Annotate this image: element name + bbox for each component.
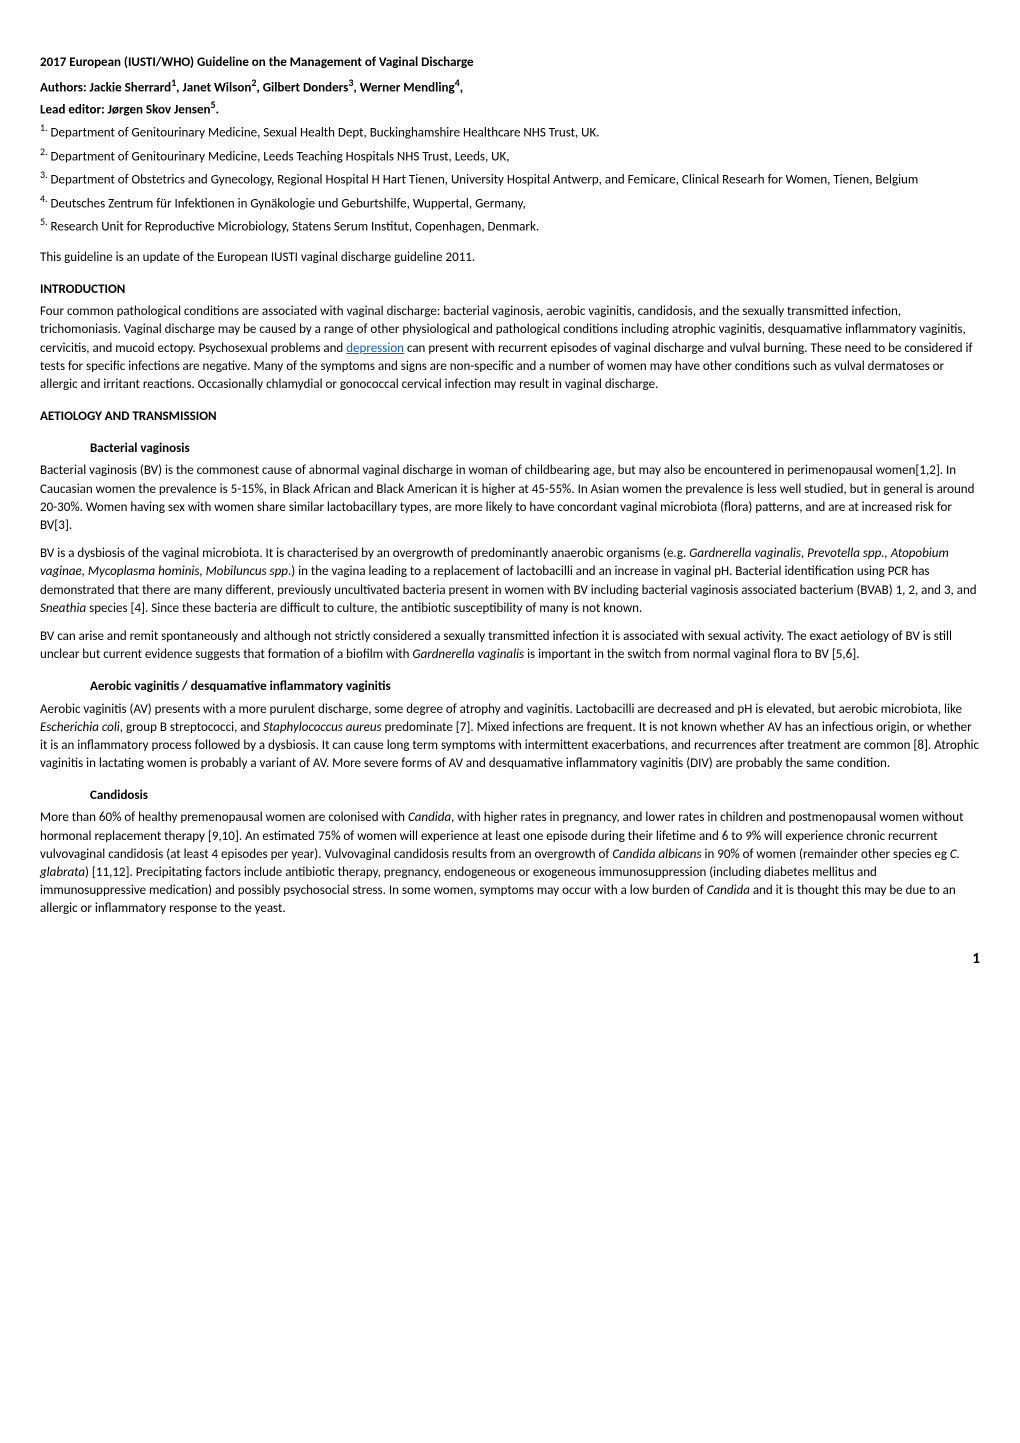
candidosis-heading: Candidosis (90, 787, 980, 805)
bv-p3-i1: Gardnerella vaginalis (412, 647, 524, 662)
av-heading: Aerobic vaginitis / desquamative inflamm… (90, 678, 980, 696)
authors-sep1: , Janet Wilson (176, 81, 251, 96)
affil-3-sup: 3. (40, 168, 48, 181)
affil-5-sup: 5. (40, 215, 48, 228)
authors-sep3: , Werner Mendling (353, 81, 454, 96)
bv-paragraph-1: Bacterial vaginosis (BV) is the commones… (40, 462, 980, 535)
av-p1-i1: Escherichia coli (40, 720, 120, 735)
affiliation-2: 2. Department of Genitourinary Medicine,… (40, 145, 980, 167)
affiliation-3: 3. Department of Obstetrics and Gynecolo… (40, 168, 980, 190)
affil-1-sup: 1. (40, 121, 48, 134)
bv-paragraph-2: BV is a dysbiosis of the vaginal microbi… (40, 545, 980, 618)
page-number: 1 (40, 949, 980, 970)
authors-sep2: , Gilbert Donders (256, 81, 348, 96)
bv-p2-i1: Gardnerella vaginalis (689, 546, 801, 561)
bv-p2-a: BV is a dysbiosis of the vaginal microbi… (40, 546, 689, 561)
affil-4-sup: 4. (40, 192, 48, 205)
cand-p1-i4: Candida (707, 883, 750, 898)
introduction-heading: INTRODUCTION (40, 281, 980, 299)
affiliation-1: 1. Department of Genitourinary Medicine,… (40, 121, 980, 143)
lead-editor-line: Lead editor: Jørgen Skov Jensen5. (40, 98, 980, 120)
aetiology-heading: AETIOLOGY AND TRANSMISSION (40, 408, 980, 426)
document-title: 2017 European (IUSTI/WHO) Guideline on t… (40, 54, 980, 72)
cand-p1-c: in 90% of women (remainder other species… (702, 847, 950, 862)
authors-text: Authors: Jackie Sherrard (40, 81, 171, 96)
depression-link[interactable]: depression (346, 341, 404, 356)
affil-2-sup: 2. (40, 145, 48, 158)
av-p1-i2: Staphylococcus aureus (263, 720, 381, 735)
affil-5-text: Research Unit for Reproductive Microbiol… (48, 220, 540, 235)
candidosis-paragraph-1: More than 60% of healthy premenopausal w… (40, 809, 980, 918)
introduction-paragraph: Four common pathological conditions are … (40, 303, 980, 394)
affil-2-text: Department of Genitourinary Medicine, Le… (48, 149, 510, 164)
authors-line: Authors: Jackie Sherrard1, Janet Wilson2… (40, 76, 980, 98)
bv-paragraph-3: BV can arise and remit spontaneously and… (40, 628, 980, 664)
bv-heading: Bacterial vaginosis (90, 440, 980, 458)
update-note: This guideline is an update of the Europ… (40, 249, 980, 267)
affil-1-text: Department of Genitourinary Medicine, Se… (48, 126, 600, 141)
av-p1-a: Aerobic vaginitis (AV) presents with a m… (40, 702, 962, 717)
affiliation-5: 5. Research Unit for Reproductive Microb… (40, 215, 980, 237)
lead-period: . (216, 102, 219, 117)
bv-p2-i3: Sneathia (40, 601, 86, 616)
cand-p1-i1: Candida (408, 810, 451, 825)
av-paragraph-1: Aerobic vaginitis (AV) presents with a m… (40, 701, 980, 774)
affil-4-text: Deutsches Zentrum für Infektionen in Gyn… (48, 196, 526, 211)
affiliation-4: 4. Deutsches Zentrum für Infektionen in … (40, 192, 980, 214)
authors-sep4: , (460, 81, 463, 96)
affil-3-text: Department of Obstetrics and Gynecology,… (48, 173, 919, 188)
bv-p2-d: species [4]. Since these bacteria are di… (86, 601, 642, 616)
lead-text: Lead editor: Jørgen Skov Jensen (40, 102, 211, 117)
bv-p3-b: is important in the switch from normal v… (524, 647, 859, 662)
cand-p1-a: More than 60% of healthy premenopausal w… (40, 810, 408, 825)
av-p1-b: , group B streptococci, and (120, 720, 263, 735)
cand-p1-i2: Candida albicans (612, 847, 701, 862)
